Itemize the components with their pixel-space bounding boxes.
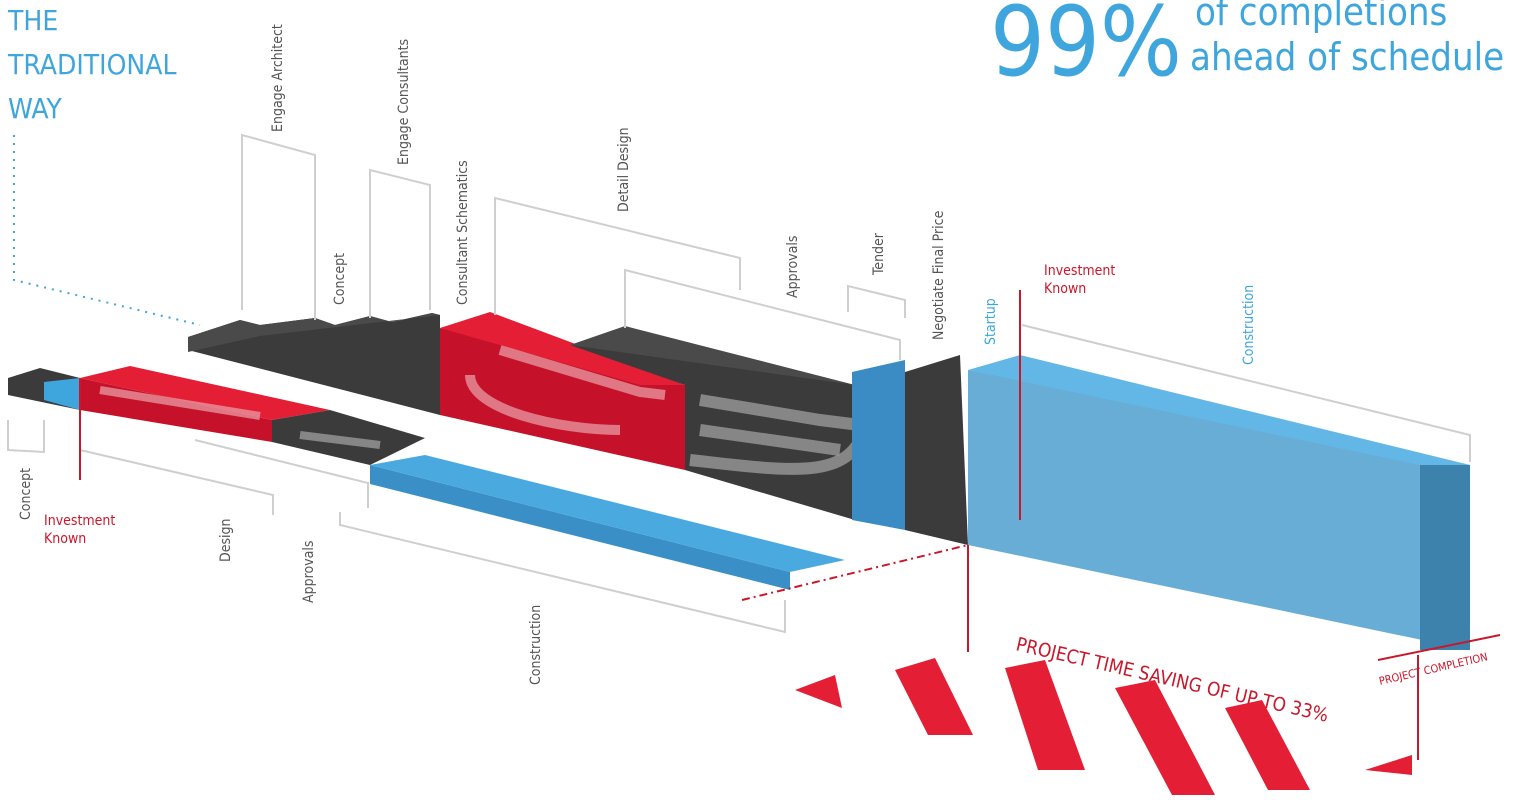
upper-construction-side (1420, 465, 1470, 650)
title-traditional: TRADITIONAL (7, 48, 177, 81)
title-the: THE (7, 4, 58, 37)
lower-red-top (80, 366, 330, 420)
stripe-5 (1225, 700, 1310, 790)
label-investment-known-top-2: Known (1044, 281, 1086, 297)
lower-track (8, 366, 845, 590)
upper-dark-block (188, 313, 440, 415)
stripe-6 (1365, 755, 1412, 775)
stripe-1 (795, 675, 842, 708)
upper-dark-arrow-2 (699, 424, 841, 456)
upper-red-front (440, 328, 685, 470)
upper-track (188, 312, 1470, 650)
upper-red-arrow-2 (465, 374, 621, 435)
title-dotted-pointer (13, 135, 201, 326)
upper-dark-top (188, 313, 440, 352)
brackets (7, 133, 1471, 634)
label-negotiate-final-price: Negotiate Final Price (931, 210, 947, 340)
upper-construction-front (968, 370, 1470, 650)
label-concept-bottom: Concept (18, 468, 34, 520)
label-consultant-schematics: Consultant Schematics (455, 160, 471, 305)
lower-dark-arrow (299, 431, 381, 449)
label-engage-consultants: Engage Consultants (396, 39, 412, 165)
stripe-3 (1005, 660, 1085, 770)
label-construction-bottom: Construction (528, 605, 544, 685)
stat-value: 99% (990, 0, 1182, 98)
label-approvals-top: Approvals (785, 236, 801, 298)
upper-red-top (440, 312, 685, 385)
completion-underline (1377, 634, 1501, 661)
lower-construction-front (370, 465, 790, 590)
label-startup: Startup (983, 298, 999, 345)
label-approvals-bottom: Approvals (301, 541, 317, 603)
label-design: Design (218, 519, 234, 563)
label-detail-design: Detail Design (616, 127, 632, 212)
upper-negotiate-block (905, 355, 968, 545)
upper-tender-block (852, 360, 905, 530)
stripe-2 (895, 658, 973, 735)
label-tender: Tender (871, 232, 887, 276)
label-concept-top: Concept (332, 253, 348, 305)
label-investment-known-bottom-1: Investment (44, 513, 115, 529)
label-construction-top: Construction (1241, 285, 1257, 365)
label-investment-known-bottom-2: Known (44, 531, 86, 547)
time-saving-stripes (795, 658, 1412, 795)
time-saving-base-line (741, 544, 969, 601)
title-way: WAY (8, 92, 62, 125)
stat-line-1: of completions (1195, 0, 1447, 34)
lower-construction-top (370, 455, 845, 572)
upper-red-arrow-1 (498, 345, 666, 400)
stat-line-2: ahead of schedule (1190, 35, 1504, 79)
lower-invest-block (44, 378, 80, 410)
upper-dark-arrow-3 (689, 436, 866, 475)
lower-red-arrow (99, 386, 261, 420)
stripe-4 (1115, 680, 1215, 795)
label-investment-known-top-1: Investment (1044, 263, 1115, 279)
label-engage-architect: Engage Architect (270, 24, 286, 132)
upper-construction-top (968, 355, 1470, 465)
